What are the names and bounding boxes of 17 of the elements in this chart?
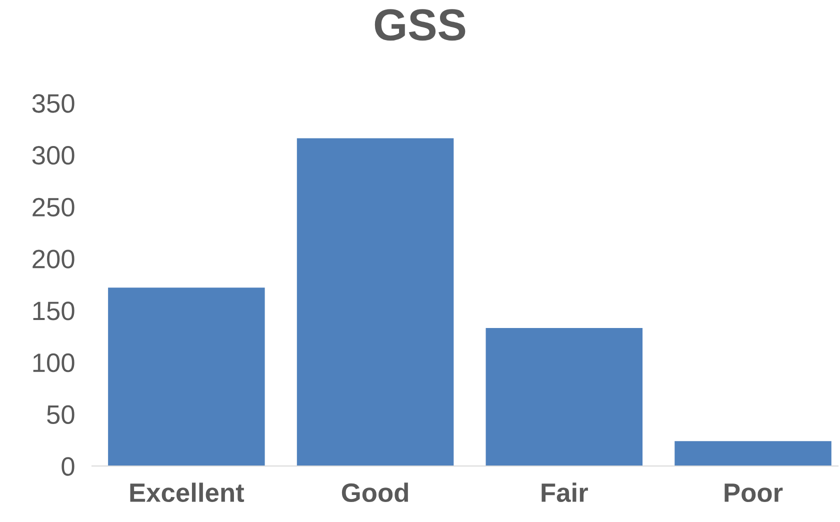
y-tick-label: 250 [32, 198, 74, 217]
y-tick-label: 300 [32, 146, 74, 165]
y-tick-label: 0 [62, 457, 74, 476]
y-tick-label: 200 [32, 250, 74, 268]
x-tick-label: Fair [542, 482, 588, 502]
x-tick-label: Good [342, 482, 408, 502]
y-tick-label: 150 [33, 302, 74, 320]
x-tick-label: Excellent [130, 482, 244, 502]
chart-title: GSS [374, 9, 466, 41]
bar [108, 288, 265, 466]
bar [486, 328, 643, 466]
bar [674, 441, 832, 466]
bar [296, 138, 454, 466]
y-tick-label: 50 [47, 405, 74, 424]
y-tick-label: 100 [33, 353, 74, 372]
y-tick-label: 350 [32, 94, 74, 113]
x-tick-label: Poor [724, 484, 783, 502]
